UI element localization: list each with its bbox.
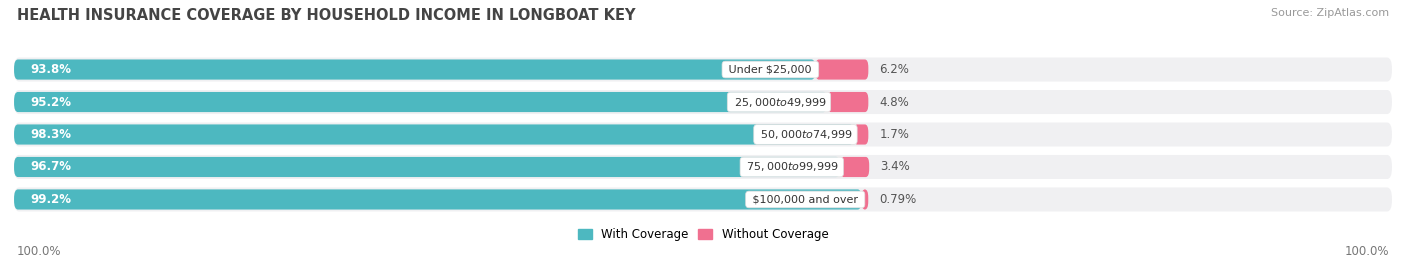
FancyBboxPatch shape	[14, 155, 1392, 179]
FancyBboxPatch shape	[841, 157, 869, 177]
Text: 99.2%: 99.2%	[31, 193, 72, 206]
Text: 1.7%: 1.7%	[879, 128, 910, 141]
FancyBboxPatch shape	[14, 90, 1392, 114]
Text: 95.2%: 95.2%	[31, 95, 72, 108]
Text: $50,000 to $74,999: $50,000 to $74,999	[756, 128, 853, 141]
FancyBboxPatch shape	[14, 59, 815, 80]
Text: Under $25,000: Under $25,000	[725, 65, 815, 75]
FancyBboxPatch shape	[862, 189, 869, 210]
Text: $25,000 to $49,999: $25,000 to $49,999	[731, 95, 827, 108]
FancyBboxPatch shape	[853, 125, 869, 144]
Text: 3.4%: 3.4%	[880, 161, 910, 174]
FancyBboxPatch shape	[815, 59, 869, 80]
Text: 98.3%: 98.3%	[31, 128, 72, 141]
Text: 100.0%: 100.0%	[1344, 245, 1389, 258]
FancyBboxPatch shape	[14, 58, 1392, 82]
Text: 6.2%: 6.2%	[879, 63, 910, 76]
FancyBboxPatch shape	[14, 92, 827, 112]
FancyBboxPatch shape	[827, 92, 869, 112]
Text: 96.7%: 96.7%	[31, 161, 72, 174]
Text: 93.8%: 93.8%	[31, 63, 72, 76]
Legend: With Coverage, Without Coverage: With Coverage, Without Coverage	[572, 223, 834, 246]
FancyBboxPatch shape	[14, 187, 1392, 211]
Text: $100,000 and over: $100,000 and over	[749, 194, 862, 204]
FancyBboxPatch shape	[14, 122, 1392, 147]
Text: 4.8%: 4.8%	[879, 95, 910, 108]
Text: Source: ZipAtlas.com: Source: ZipAtlas.com	[1271, 8, 1389, 18]
FancyBboxPatch shape	[14, 125, 853, 144]
Text: HEALTH INSURANCE COVERAGE BY HOUSEHOLD INCOME IN LONGBOAT KEY: HEALTH INSURANCE COVERAGE BY HOUSEHOLD I…	[17, 8, 636, 23]
Text: 100.0%: 100.0%	[17, 245, 62, 258]
Text: $75,000 to $99,999: $75,000 to $99,999	[744, 161, 841, 174]
Text: 0.79%: 0.79%	[879, 193, 917, 206]
FancyBboxPatch shape	[14, 157, 841, 177]
FancyBboxPatch shape	[14, 189, 862, 210]
